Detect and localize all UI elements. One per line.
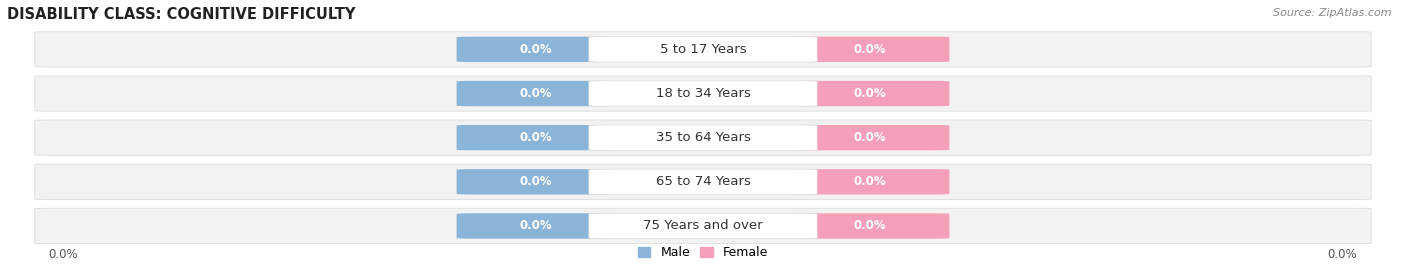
FancyBboxPatch shape (457, 81, 616, 106)
Text: 18 to 34 Years: 18 to 34 Years (655, 87, 751, 100)
FancyBboxPatch shape (35, 76, 1371, 111)
FancyBboxPatch shape (790, 37, 949, 62)
FancyBboxPatch shape (790, 125, 949, 150)
FancyBboxPatch shape (589, 81, 817, 106)
Text: 0.0%: 0.0% (1327, 248, 1357, 261)
Text: 5 to 17 Years: 5 to 17 Years (659, 43, 747, 56)
Text: Source: ZipAtlas.com: Source: ZipAtlas.com (1274, 8, 1392, 18)
FancyBboxPatch shape (35, 208, 1371, 244)
Text: 0.0%: 0.0% (520, 175, 553, 188)
Text: 0.0%: 0.0% (853, 87, 886, 100)
FancyBboxPatch shape (589, 213, 817, 239)
FancyBboxPatch shape (457, 125, 616, 150)
FancyBboxPatch shape (35, 164, 1371, 199)
Text: 0.0%: 0.0% (853, 175, 886, 188)
FancyBboxPatch shape (457, 213, 616, 239)
FancyBboxPatch shape (790, 81, 949, 106)
FancyBboxPatch shape (589, 125, 817, 150)
Text: 0.0%: 0.0% (520, 131, 553, 144)
Text: 0.0%: 0.0% (49, 248, 79, 261)
Text: 0.0%: 0.0% (853, 43, 886, 56)
Text: 0.0%: 0.0% (853, 219, 886, 232)
FancyBboxPatch shape (589, 37, 817, 62)
Text: 0.0%: 0.0% (520, 219, 553, 232)
FancyBboxPatch shape (457, 169, 616, 195)
FancyBboxPatch shape (35, 32, 1371, 67)
Text: 35 to 64 Years: 35 to 64 Years (655, 131, 751, 144)
Text: DISABILITY CLASS: COGNITIVE DIFFICULTY: DISABILITY CLASS: COGNITIVE DIFFICULTY (7, 7, 356, 22)
Text: 65 to 74 Years: 65 to 74 Years (655, 175, 751, 188)
FancyBboxPatch shape (457, 37, 616, 62)
Text: 0.0%: 0.0% (520, 87, 553, 100)
Legend: Male, Female: Male, Female (638, 247, 768, 259)
FancyBboxPatch shape (589, 169, 817, 195)
FancyBboxPatch shape (35, 120, 1371, 155)
FancyBboxPatch shape (790, 213, 949, 239)
FancyBboxPatch shape (790, 169, 949, 195)
Text: 75 Years and over: 75 Years and over (643, 219, 763, 232)
Text: 0.0%: 0.0% (853, 131, 886, 144)
Text: 0.0%: 0.0% (520, 43, 553, 56)
